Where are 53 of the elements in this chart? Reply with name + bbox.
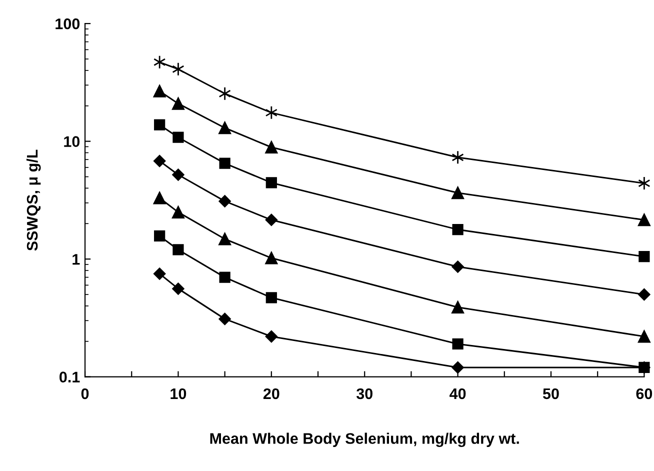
point (265, 106, 278, 120)
point (265, 141, 278, 154)
point (218, 232, 232, 246)
point (265, 252, 278, 264)
x-tick-label: 50 (542, 388, 559, 400)
point (638, 288, 650, 301)
y-tick-label: 100 (56, 18, 80, 30)
point (265, 330, 278, 343)
point (452, 260, 464, 273)
point (154, 230, 166, 242)
point (218, 86, 231, 101)
point (172, 132, 184, 143)
point (218, 195, 231, 208)
x-tick-label: 60 (636, 388, 652, 400)
point (172, 168, 184, 181)
point (172, 244, 184, 256)
point (172, 282, 184, 295)
point (452, 186, 464, 200)
point (638, 176, 650, 190)
point (218, 122, 232, 134)
x-axis-title: Mean Whole Body Selenium, mg/kg dry wt. (210, 432, 519, 448)
point (172, 206, 184, 218)
point (266, 292, 277, 304)
x-tick-label: 40 (450, 388, 466, 400)
y-tick-label: 10 (64, 136, 80, 147)
point (638, 214, 650, 226)
point (452, 224, 464, 236)
y-axis-title: SSWQS, μ g/L (26, 150, 41, 251)
point (219, 272, 230, 283)
point (153, 192, 166, 204)
point (265, 214, 278, 226)
x-tick-label: 20 (263, 388, 280, 400)
y-tick-label: 0.1 (60, 372, 80, 382)
point (452, 361, 464, 374)
point (154, 119, 166, 130)
point (218, 312, 231, 326)
x-tick-label: 30 (356, 388, 372, 400)
point (153, 84, 166, 98)
point (452, 150, 464, 164)
point (638, 251, 650, 262)
point (638, 330, 650, 343)
x-tick-label: 10 (170, 388, 186, 400)
point (153, 55, 166, 70)
point (452, 300, 464, 314)
point (172, 97, 184, 110)
point (172, 62, 184, 76)
point (452, 338, 464, 350)
point (153, 154, 166, 168)
point (153, 268, 166, 280)
point (219, 158, 230, 169)
y-tick-label: 1 (72, 254, 80, 265)
x-tick-label: 0 (81, 388, 89, 400)
point (266, 177, 277, 188)
